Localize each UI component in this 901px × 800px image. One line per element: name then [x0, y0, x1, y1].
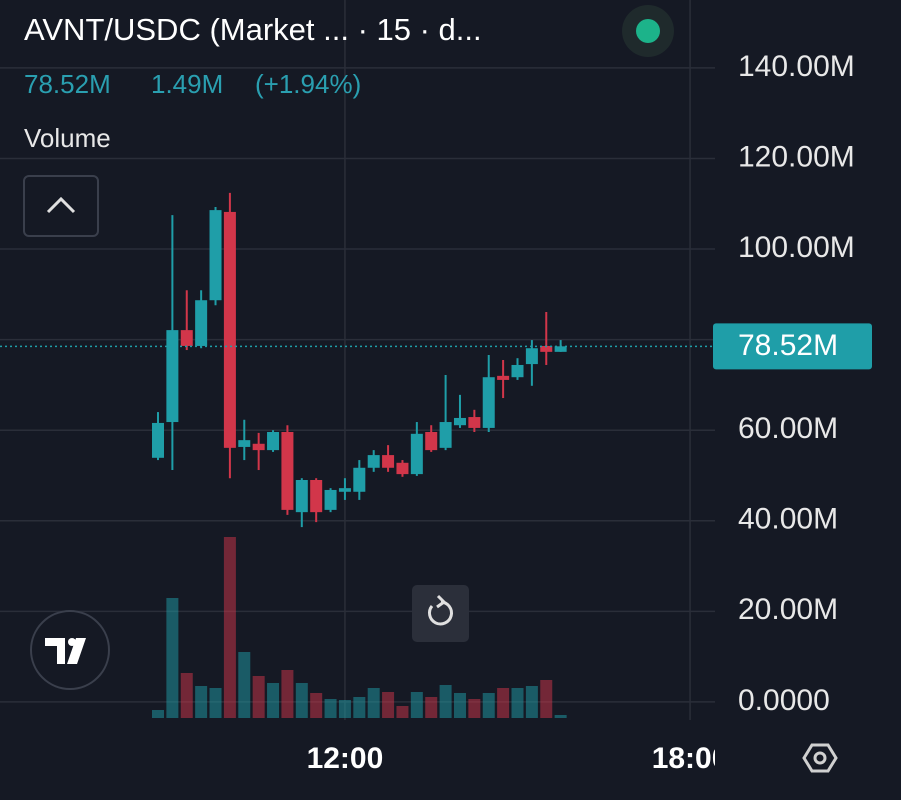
candle-body	[540, 345, 553, 352]
volume-bar	[209, 688, 222, 718]
candle-body	[152, 422, 164, 458]
legend-change: 1.49M	[151, 69, 223, 99]
volume-bar	[338, 700, 351, 718]
candle-body	[468, 417, 481, 428]
candle-body	[353, 467, 366, 492]
candle-body	[238, 440, 251, 447]
volume-bar	[180, 673, 193, 718]
collapse-button[interactable]	[23, 175, 99, 237]
volume-bar	[367, 688, 380, 718]
reset-icon	[428, 600, 453, 626]
volume-bar	[295, 683, 308, 718]
legend-value: 78.52M	[24, 69, 111, 99]
volume-bar	[554, 715, 567, 718]
candle-body	[324, 489, 337, 510]
chart-title: AVNT/USDC (Market ... · 15 · d...	[24, 12, 482, 47]
candle-body	[525, 348, 538, 365]
candle-body	[310, 480, 323, 513]
candle-body	[453, 417, 466, 426]
candle-body	[295, 480, 308, 513]
candle-body	[367, 455, 380, 468]
volume-bar	[166, 598, 179, 718]
last-price-label: 78.52M	[738, 329, 838, 362]
volume-bar	[540, 680, 553, 718]
volume-bar	[396, 706, 409, 718]
volume-bar	[281, 670, 294, 718]
tv-logo-dot	[68, 638, 76, 646]
volume-bar	[238, 652, 251, 718]
volume-bar	[310, 693, 323, 718]
settings-icon	[813, 751, 827, 765]
volume-bar	[497, 688, 510, 718]
y-tick-label: 120.00M	[738, 140, 855, 173]
y-tick-label: 140.00M	[738, 50, 855, 83]
volume-bar	[324, 699, 337, 718]
tv-logo[interactable]	[30, 610, 110, 690]
status-dot	[636, 19, 660, 43]
candle-body	[511, 364, 524, 378]
volume-bar	[525, 686, 538, 718]
y-tick-label: 100.00M	[738, 231, 855, 264]
candle-body	[382, 455, 395, 468]
volume-bar	[195, 686, 208, 718]
tv-logo-mark	[45, 638, 86, 664]
candle-body	[410, 433, 423, 475]
volume-bar	[252, 676, 265, 718]
last-price-badge	[713, 323, 872, 370]
volume-bar	[353, 697, 366, 718]
candle-body	[439, 422, 452, 448]
volume-bar	[410, 692, 423, 718]
candle-body	[223, 211, 236, 448]
candle-body	[209, 210, 222, 301]
y-tick-label: 20.00M	[738, 593, 838, 626]
y-tick-label: 0.0000	[738, 684, 830, 717]
volume-bar	[511, 688, 524, 718]
y-tick-label: 60.00M	[738, 412, 838, 445]
reset-button[interactable]	[412, 585, 469, 642]
candle-body	[281, 432, 294, 510]
volume-bar	[453, 693, 466, 718]
candle-body	[482, 377, 495, 428]
chevron-icon	[46, 196, 76, 214]
volume-label: Volume	[24, 123, 111, 153]
x-tick-label: 12:00	[307, 742, 384, 775]
settings-button[interactable]	[802, 743, 838, 773]
volume-bar	[425, 697, 438, 718]
volume-bar	[439, 685, 452, 718]
volume-bar	[382, 692, 395, 718]
candle-body	[252, 443, 265, 451]
volume-bar	[223, 537, 236, 718]
y-tick-label: 40.00M	[738, 503, 838, 536]
volume-bar	[482, 693, 495, 718]
candle-body	[497, 375, 510, 380]
candle-body	[267, 432, 280, 451]
candle-body	[338, 488, 351, 492]
volume-bar	[267, 683, 280, 718]
candle-body	[396, 462, 409, 475]
x-tick-label: 18:00	[652, 742, 729, 775]
candle-body	[195, 300, 208, 346]
volume-bar	[468, 699, 481, 718]
reset-arrow	[436, 594, 447, 609]
legend-percent: (+1.94%)	[255, 69, 361, 99]
candle-body	[425, 432, 438, 451]
candle-body	[180, 330, 193, 346]
candle-body	[166, 330, 179, 423]
volume-bar	[152, 710, 164, 718]
candle-body	[554, 346, 567, 352]
